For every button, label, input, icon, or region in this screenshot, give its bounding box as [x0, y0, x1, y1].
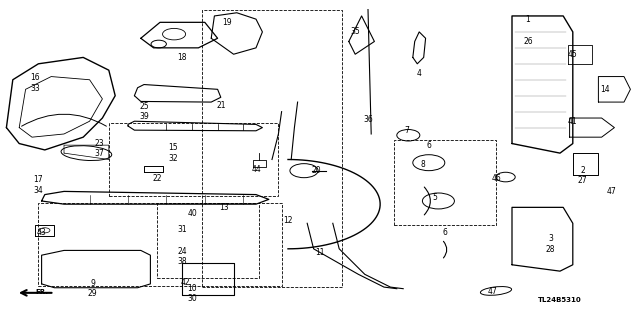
Text: 21: 21: [216, 101, 225, 110]
Text: 4: 4: [417, 69, 422, 78]
Text: TL24B5310: TL24B5310: [538, 298, 582, 303]
Text: 14: 14: [600, 85, 610, 94]
Text: 2
27: 2 27: [577, 166, 588, 185]
Text: 17
34: 17 34: [33, 175, 44, 195]
Text: 16
33: 16 33: [30, 73, 40, 93]
Text: 26: 26: [523, 37, 533, 46]
Text: 22: 22: [152, 174, 161, 183]
Text: 44: 44: [251, 165, 261, 174]
Text: 41: 41: [568, 117, 578, 126]
Text: 42: 42: [180, 278, 191, 287]
Text: 47: 47: [488, 287, 498, 296]
Text: 18: 18: [178, 53, 187, 62]
Text: 6: 6: [442, 228, 447, 237]
Text: 20: 20: [312, 166, 322, 175]
Text: 15
32: 15 32: [168, 144, 178, 163]
Text: 31: 31: [177, 225, 188, 234]
Text: 19: 19: [222, 18, 232, 27]
Text: 10
30: 10 30: [187, 284, 197, 303]
Text: FR.: FR.: [35, 289, 48, 295]
Text: 7: 7: [404, 126, 409, 135]
Text: 1: 1: [525, 15, 531, 24]
Text: 35: 35: [350, 27, 360, 36]
Text: 11: 11: [316, 248, 324, 256]
Text: 12: 12: [284, 216, 292, 225]
Text: 6: 6: [426, 141, 431, 150]
Text: 24
38: 24 38: [177, 247, 188, 266]
Text: 47: 47: [606, 187, 616, 196]
Text: 36: 36: [363, 115, 373, 124]
Text: 8: 8: [420, 160, 425, 169]
Text: 13: 13: [219, 203, 229, 212]
Text: 5: 5: [433, 193, 438, 202]
Text: 40: 40: [187, 209, 197, 218]
Text: 25
39: 25 39: [139, 102, 149, 121]
Text: 45: 45: [568, 50, 578, 59]
Text: 46: 46: [491, 174, 501, 183]
Text: 9
29: 9 29: [88, 279, 98, 298]
Text: 43: 43: [36, 228, 47, 237]
Text: 3
28: 3 28: [546, 234, 555, 254]
Text: 23
37: 23 37: [94, 139, 104, 158]
